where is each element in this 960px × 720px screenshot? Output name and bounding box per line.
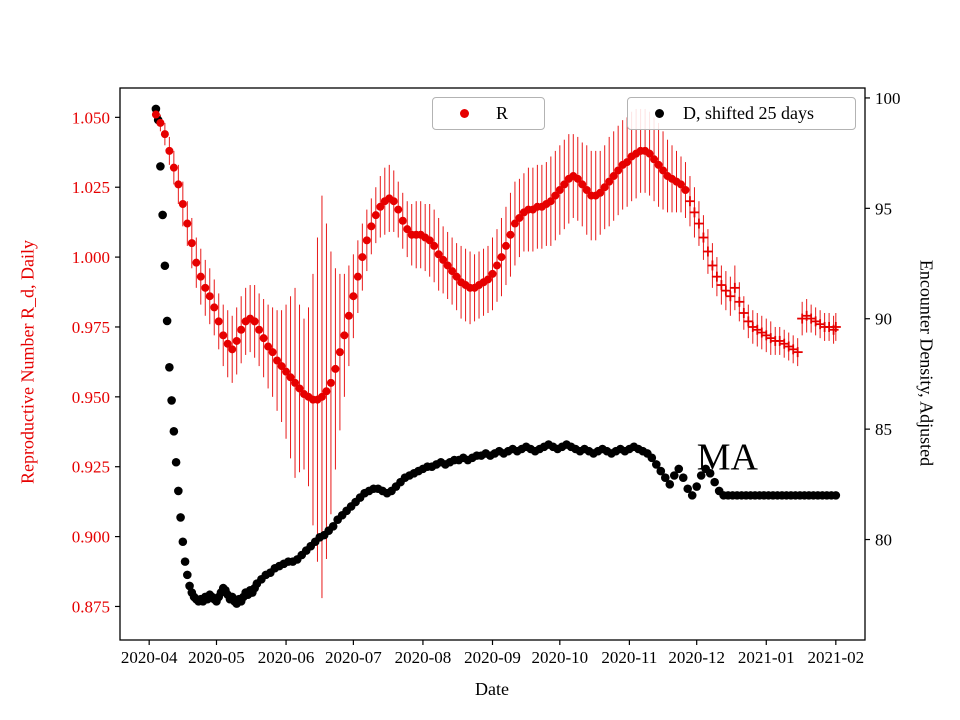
chart-annotation: MA <box>696 436 758 479</box>
svg-text:2021-02: 2021-02 <box>807 648 864 667</box>
svg-text:1.025: 1.025 <box>72 178 110 197</box>
svg-text:0.950: 0.950 <box>72 388 110 407</box>
svg-text:2020-09: 2020-09 <box>464 648 521 667</box>
legend-r-label: R <box>496 103 509 123</box>
svg-text:2020-04: 2020-04 <box>121 648 178 667</box>
svg-text:2020-06: 2020-06 <box>258 648 315 667</box>
svg-text:0.900: 0.900 <box>72 528 110 547</box>
svg-text:100: 100 <box>875 89 901 108</box>
y-axis-label-right: Encounter Density, Adjusted <box>916 259 937 467</box>
legend-d: D, shifted 25 days <box>627 97 856 130</box>
svg-text:0.875: 0.875 <box>72 597 110 616</box>
legend-d-marker-icon <box>655 109 664 118</box>
legend-r: R <box>432 97 545 130</box>
svg-text:0.975: 0.975 <box>72 318 110 337</box>
svg-text:85: 85 <box>875 420 892 439</box>
svg-text:1.050: 1.050 <box>72 108 110 127</box>
legend-d-label: D, shifted 25 days <box>683 103 814 123</box>
svg-text:0.925: 0.925 <box>72 458 110 477</box>
svg-text:2020-05: 2020-05 <box>188 648 245 667</box>
svg-text:2020-12: 2020-12 <box>668 648 725 667</box>
y-axis-label-left: Reproductive Number R_d, Daily <box>17 240 38 484</box>
svg-text:2020-11: 2020-11 <box>601 648 657 667</box>
svg-text:80: 80 <box>875 531 892 550</box>
svg-text:95: 95 <box>875 199 892 218</box>
legend-r-marker-icon <box>460 109 469 118</box>
svg-text:2020-07: 2020-07 <box>325 648 382 667</box>
svg-text:1.000: 1.000 <box>72 248 110 267</box>
x-axis-label: Date <box>475 679 509 699</box>
svg-text:2020-08: 2020-08 <box>395 648 452 667</box>
svg-text:90: 90 <box>875 310 892 329</box>
svg-text:2021-01: 2021-01 <box>738 648 795 667</box>
svg-text:2020-10: 2020-10 <box>531 648 588 667</box>
